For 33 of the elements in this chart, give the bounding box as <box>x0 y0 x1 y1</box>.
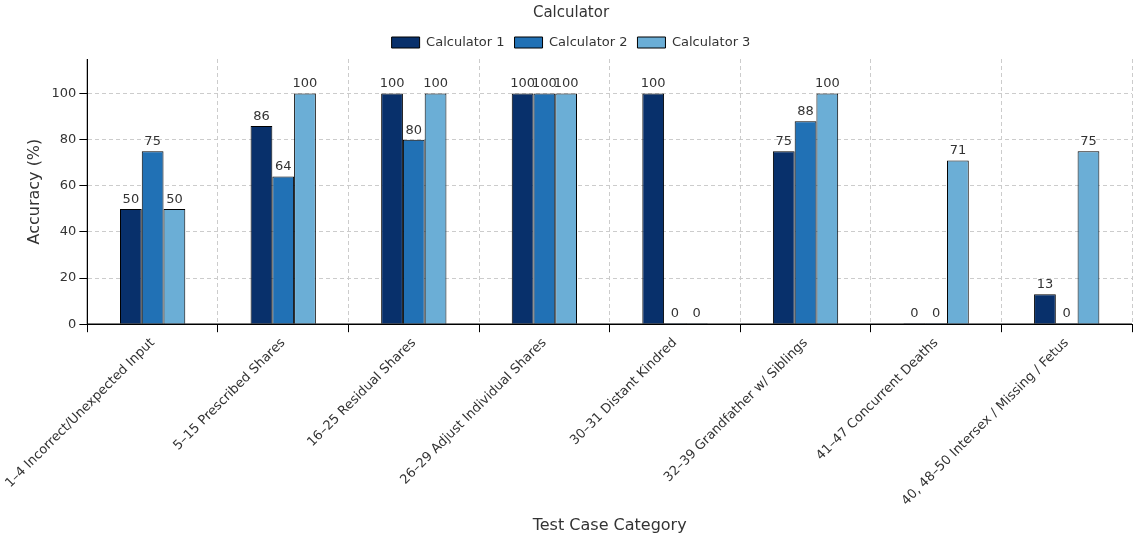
y-tick-label: 0 <box>68 315 77 331</box>
x-axis-title: Test Case Category <box>531 514 687 534</box>
data-label: 50 <box>122 190 140 206</box>
data-label: 0 <box>692 305 701 321</box>
data-label: 0 <box>670 305 680 321</box>
legend-title: Calculator <box>532 3 610 22</box>
legend-label: Calculator 1 <box>426 33 505 49</box>
data-label: 64 <box>274 158 292 174</box>
data-label: 100 <box>292 75 318 91</box>
data-label: 0 <box>910 305 919 321</box>
legend-label: Calculator 3 <box>671 33 751 49</box>
data-label: 75 <box>144 133 161 149</box>
y-tick-label: 100 <box>51 84 77 100</box>
data-label: 100 <box>814 75 840 91</box>
data-label: 100 <box>423 75 448 91</box>
data-label: 88 <box>797 103 814 119</box>
data-label: 80 <box>405 121 423 137</box>
data-label: 0 <box>931 305 941 321</box>
data-label: 100 <box>379 75 405 91</box>
data-label: 50 <box>166 190 183 206</box>
y-tick-label: 60 <box>59 177 77 193</box>
data-label: 100 <box>640 75 666 91</box>
data-label: 0 <box>1062 305 1071 321</box>
data-label: 75 <box>775 133 793 149</box>
y-tick-label: 20 <box>59 269 77 285</box>
data-label: 13 <box>1036 276 1054 292</box>
data-label: 75 <box>1080 133 1097 149</box>
data-label: 86 <box>253 107 270 123</box>
y-tick-label: 40 <box>59 223 77 239</box>
data-label: 71 <box>949 142 967 158</box>
legend-label: Calculator 2 <box>549 33 628 49</box>
y-tick-label: 80 <box>59 131 77 147</box>
y-axis-title: Accuracy (%) <box>24 138 44 245</box>
